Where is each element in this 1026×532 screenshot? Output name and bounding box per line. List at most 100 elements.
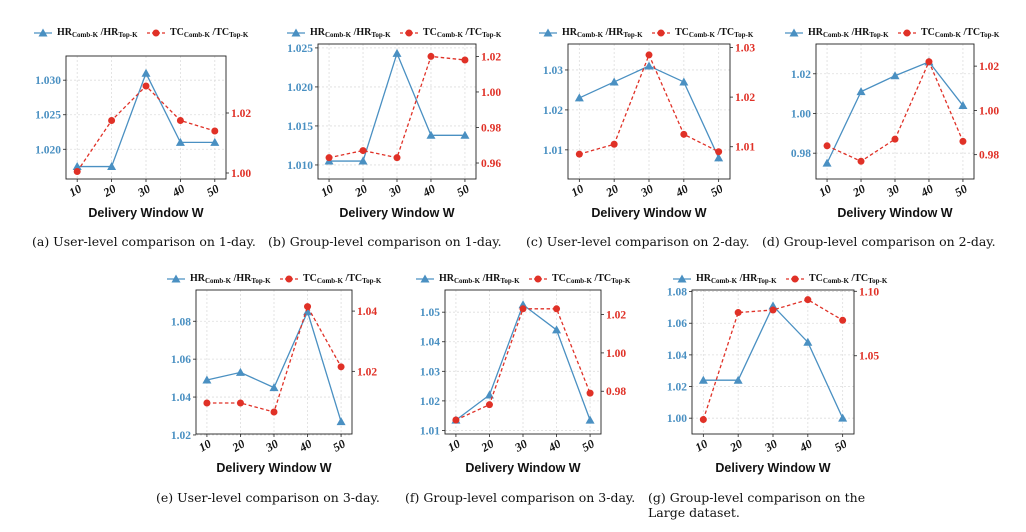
legend: HRComb-K /HRTop-K TCComb-K /TCTop-K bbox=[539, 27, 754, 39]
legend: HRComb-K /HRTop-K TCComb-K /TCTop-K bbox=[673, 273, 888, 285]
hr-point bbox=[303, 307, 313, 316]
tc-point bbox=[839, 316, 847, 324]
hr-point bbox=[426, 130, 436, 139]
x-axis: 10 20 30 40 50 bbox=[196, 434, 348, 455]
x-tick-label: 30 bbox=[637, 181, 655, 200]
legend: HRComb-K /HRTop-K TCComb-K /TCTop-K bbox=[34, 27, 249, 39]
caption-c: (c) User-level comparison on 2-day. bbox=[526, 234, 750, 249]
x-tick-label: 10 bbox=[67, 181, 84, 199]
right-tick-label: 0.98 bbox=[481, 122, 501, 134]
left-tick-label: 1.04 bbox=[667, 350, 687, 362]
panel-c: HRComb-K /HRTop-K TCComb-K /TCTop-K 1.01 1.… bbox=[526, 26, 766, 251]
x-tick-label: 40 bbox=[169, 181, 187, 200]
chart-g: HRComb-K /HRTop-K TCComb-K /TCTop-K 1.00 1.… bbox=[667, 273, 888, 475]
legend-hr-label: HRComb-K /HRTop-K bbox=[190, 273, 271, 285]
legend-hr-label: HRComb-K /HRTop-K bbox=[310, 27, 391, 39]
hr-point bbox=[585, 415, 595, 424]
series-tc bbox=[575, 51, 723, 158]
left-tick-label: 0.98 bbox=[791, 148, 811, 160]
legend-hr-marker bbox=[420, 274, 430, 283]
hr-point bbox=[803, 337, 813, 346]
left-tick-label: 1.01 bbox=[420, 425, 440, 437]
legend-tc-marker bbox=[903, 29, 911, 37]
hr-point bbox=[175, 137, 185, 146]
hr-point bbox=[552, 325, 562, 334]
left-axis: 1.020 1.025 1.030 bbox=[35, 75, 66, 156]
left-tick-label: 1.08 bbox=[667, 287, 687, 299]
right-tick-label: 1.02 bbox=[357, 366, 377, 378]
legend: HRComb-K /HRTop-K TCComb-K /TCTop-K bbox=[287, 27, 502, 39]
legend-hr-marker bbox=[171, 274, 181, 283]
x-tick-label: 50 bbox=[579, 436, 596, 454]
x-axis-label: Delivery Window W bbox=[339, 206, 454, 220]
tc-point bbox=[337, 363, 345, 371]
x-axis: 10 20 30 40 50 bbox=[67, 179, 221, 200]
x-tick-label: 50 bbox=[204, 181, 221, 199]
panel-b: HRComb-K /HRTop-K TCComb-K /TCTop-K 1.010 1… bbox=[268, 26, 510, 251]
x-tick-label: 40 bbox=[796, 436, 814, 455]
tc-point bbox=[699, 416, 707, 424]
tc-point bbox=[461, 56, 469, 64]
tc-point bbox=[203, 399, 211, 407]
tc-point bbox=[236, 399, 244, 407]
left-tick-label: 1.03 bbox=[543, 65, 563, 77]
panel-a: HRComb-K /HRTop-K TCComb-K /TCTop-K 1.020 1… bbox=[20, 26, 260, 251]
legend-hr-marker bbox=[543, 28, 553, 37]
hr-point bbox=[107, 162, 117, 171]
tc-point bbox=[325, 154, 333, 162]
series-hr bbox=[202, 307, 346, 426]
x-tick-label: 30 bbox=[883, 181, 901, 200]
series-hr bbox=[324, 48, 470, 165]
legend-tc-label: TCComb-K /TCTop-K bbox=[552, 273, 631, 285]
legend-hr-label: HRComb-K /HRTop-K bbox=[57, 27, 138, 39]
right-tick-label: 1.00 bbox=[481, 87, 501, 99]
hr-point bbox=[460, 130, 470, 139]
tc-point bbox=[769, 306, 777, 314]
left-tick-label: 1.025 bbox=[35, 110, 61, 122]
left-tick-label: 1.015 bbox=[287, 121, 313, 133]
tc-point bbox=[680, 130, 688, 138]
tc-line bbox=[826, 60, 964, 163]
hr-point bbox=[714, 153, 724, 162]
legend-hr-label: HRComb-K /HRTop-K bbox=[439, 273, 520, 285]
x-tick-label: 40 bbox=[419, 181, 437, 200]
hr-point bbox=[856, 87, 866, 96]
caption-b: (b) Group-level comparison on 1-day. bbox=[268, 234, 502, 249]
series-tc bbox=[203, 303, 345, 416]
x-tick-label: 10 bbox=[196, 436, 213, 454]
tc-point bbox=[485, 401, 493, 409]
right-axis: 1.00 1.02 bbox=[226, 108, 251, 180]
right-tick-label: 1.10 bbox=[859, 286, 879, 298]
left-axis: 1.010 1.015 1.020 1.025 bbox=[287, 43, 318, 172]
right-tick-label: 1.02 bbox=[481, 51, 501, 63]
right-tick-label: 1.05 bbox=[859, 351, 879, 363]
right-tick-label: 1.03 bbox=[735, 42, 755, 54]
gridlines bbox=[816, 44, 974, 179]
left-tick-label: 1.06 bbox=[171, 354, 191, 366]
legend-hr-marker bbox=[38, 28, 48, 37]
tc-point bbox=[73, 168, 81, 175]
hr-point bbox=[72, 162, 82, 171]
right-tick-label: 0.98 bbox=[979, 150, 999, 162]
chart-c: HRComb-K /HRTop-K TCComb-K /TCTop-K1.011.… bbox=[539, 27, 755, 220]
tc-point bbox=[610, 140, 618, 148]
series-tc bbox=[699, 296, 847, 424]
tc-point bbox=[645, 51, 653, 59]
x-tick-label: 30 bbox=[385, 181, 403, 200]
x-axis-label: Delivery Window W bbox=[216, 461, 331, 475]
left-tick-label: 1.00 bbox=[667, 413, 687, 425]
left-tick-label: 1.03 bbox=[420, 366, 440, 378]
left-tick-label: 1.020 bbox=[287, 82, 313, 94]
right-tick-label: 1.02 bbox=[735, 92, 755, 104]
x-tick-label: 20 bbox=[229, 436, 247, 455]
left-tick-label: 1.020 bbox=[35, 144, 61, 156]
right-tick-label: 0.96 bbox=[481, 158, 501, 170]
panel-f: HRComb-K /HRTop-K TCComb-K /TCTop-K 1.01 1.… bbox=[405, 272, 645, 512]
caption-d: (d) Group-level comparison on 2-day. bbox=[762, 234, 996, 249]
hr-point bbox=[733, 375, 743, 384]
legend-hr-label: HRComb-K /HRTop-K bbox=[696, 273, 777, 285]
gridlines bbox=[196, 290, 352, 436]
legend-hr-marker bbox=[677, 274, 687, 283]
tc-point bbox=[734, 309, 742, 317]
x-tick-label: 20 bbox=[351, 181, 369, 200]
